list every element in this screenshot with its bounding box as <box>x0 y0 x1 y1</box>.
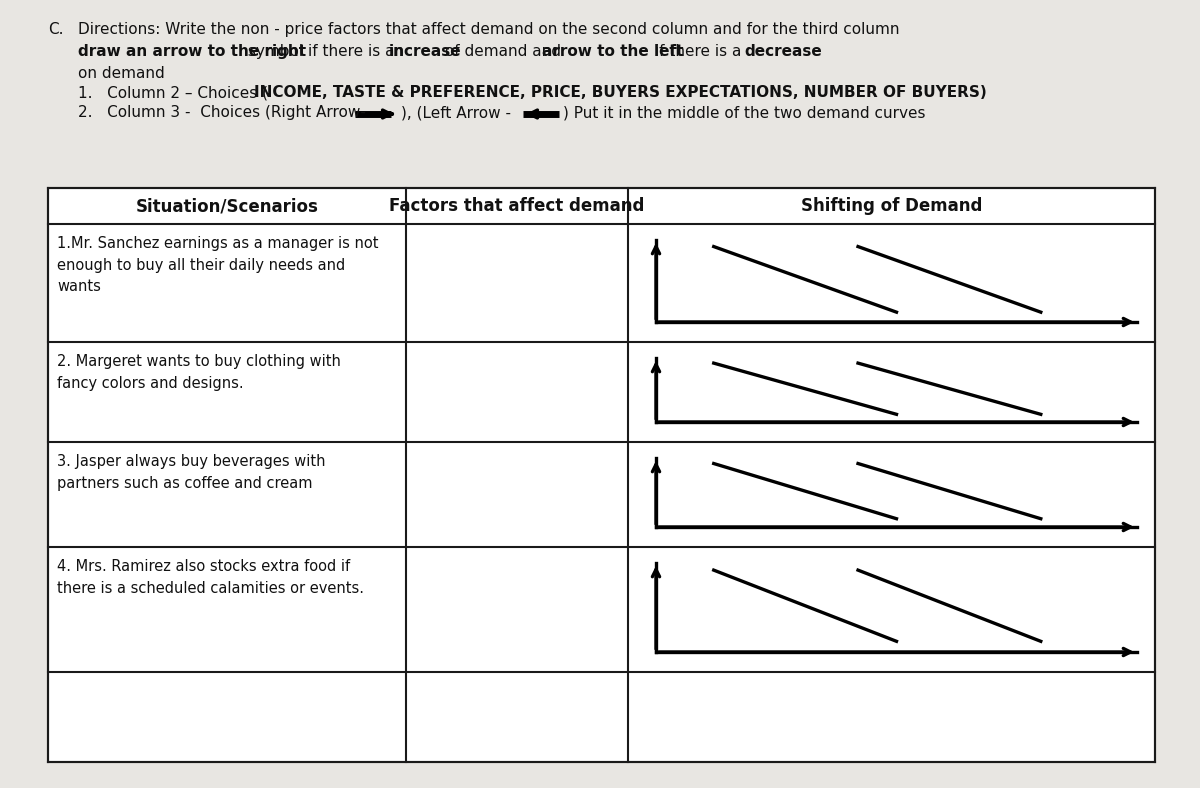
Text: Directions: Write the non - price factors that affect demand on the second colum: Directions: Write the non - price factor… <box>78 22 900 37</box>
Text: of demand and: of demand and <box>440 44 571 59</box>
Text: increase: increase <box>389 44 462 59</box>
Text: draw an arrow to the right: draw an arrow to the right <box>78 44 306 59</box>
Text: Situation/Scenarios: Situation/Scenarios <box>136 197 318 215</box>
Text: 3. Jasper always buy beverages with
partners such as coffee and cream: 3. Jasper always buy beverages with part… <box>58 454 325 491</box>
Text: ), (Left Arrow -: ), (Left Arrow - <box>401 105 516 120</box>
Text: Factors that affect demand: Factors that affect demand <box>389 197 644 215</box>
Text: C.: C. <box>48 22 64 37</box>
Text: 2.   Column 3 -  Choices (Right Arrow-: 2. Column 3 - Choices (Right Arrow- <box>78 105 371 120</box>
Text: Shifting of Demand: Shifting of Demand <box>800 197 982 215</box>
Text: 2. Margeret wants to buy clothing with
fancy colors and designs.: 2. Margeret wants to buy clothing with f… <box>58 354 341 391</box>
Text: INCOME, TASTE & PREFERENCE, PRICE, BUYERS EXPECTATIONS, NUMBER OF BUYERS): INCOME, TASTE & PREFERENCE, PRICE, BUYER… <box>254 85 986 100</box>
Text: if there is a: if there is a <box>649 44 745 59</box>
Text: 1.   Column 2 – Choices (: 1. Column 2 – Choices ( <box>78 85 268 100</box>
Text: 4. Mrs. Ramirez also stocks extra food if
there is a scheduled calamities or eve: 4. Mrs. Ramirez also stocks extra food i… <box>58 559 364 596</box>
Text: on demand: on demand <box>78 66 164 81</box>
Bar <box>48 188 1154 762</box>
Text: symbol if there is an: symbol if there is an <box>244 44 409 59</box>
Text: 1.Mr. Sanchez earnings as a manager is not
enough to buy all their daily needs a: 1.Mr. Sanchez earnings as a manager is n… <box>58 236 378 294</box>
Text: decrease: decrease <box>745 44 822 59</box>
Text: arrow to the left: arrow to the left <box>541 44 683 59</box>
Text: ) Put it in the middle of the two demand curves: ) Put it in the middle of the two demand… <box>563 105 925 120</box>
